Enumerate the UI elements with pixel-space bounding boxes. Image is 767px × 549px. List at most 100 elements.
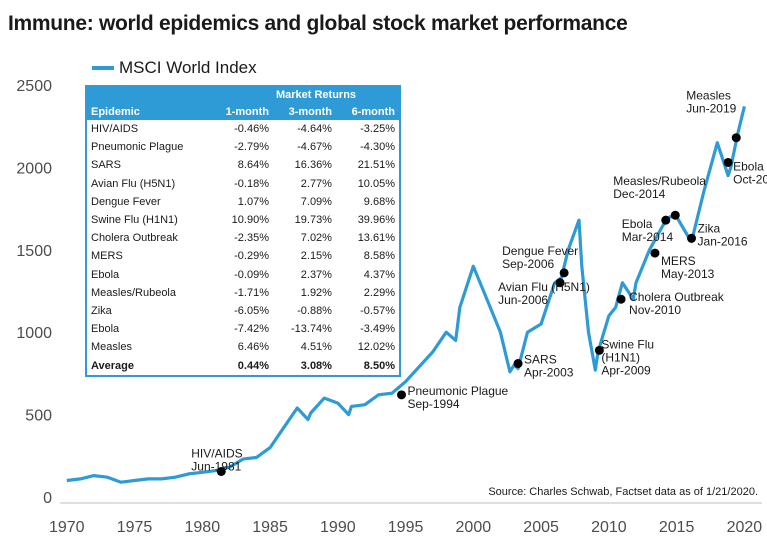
epidemic-name-cell: SARS <box>91 159 121 172</box>
event-marker <box>670 210 680 220</box>
return-cell: -4.64% <box>297 123 332 136</box>
epidemic-name-cell: Dengue Fever <box>91 195 161 208</box>
event-label: Mar-2014 <box>622 230 674 244</box>
x-tick-label: 2010 <box>591 519 627 536</box>
return-cell: -13.74% <box>290 323 332 336</box>
return-cell: 1.92% <box>300 286 332 299</box>
event-label: Measles <box>686 89 731 103</box>
x-tick-label: 1985 <box>252 519 288 536</box>
return-cell: -0.09% <box>234 268 269 281</box>
market-returns-table: Market Returns Epidemic 1-month 3-month … <box>85 85 401 377</box>
event-label: Measles/Rubeola <box>613 174 706 188</box>
epidemic-name-cell: Measles <box>91 341 132 354</box>
col-header-1-month: 1-month <box>210 103 273 120</box>
event-label: Sep-2006 <box>502 257 554 271</box>
event-label: HIV/AIDS <box>191 446 242 460</box>
epidemic-name-cell: Ebola <box>91 268 120 281</box>
return-cell: -0.57% <box>360 304 395 317</box>
epidemic-name-cell: Zika <box>91 304 112 317</box>
return-cell: -0.18% <box>234 177 269 190</box>
return-cell: -6.05% <box>234 304 269 317</box>
series-line-msci-world <box>66 106 746 484</box>
return-cell: -2.79% <box>234 141 269 154</box>
event-marker <box>555 278 565 288</box>
return-cell: -0.88% <box>297 304 332 317</box>
event-label: Jun-2006 <box>498 293 548 307</box>
return-cell: 7.02% <box>300 232 332 245</box>
return-cell: 8.64% <box>237 159 269 172</box>
col-header-6-month: 6-month <box>335 103 399 120</box>
event-label: MERS <box>661 254 696 268</box>
table-row: MERS -0.29% 2.15% 8.58% <box>87 247 399 265</box>
event-label: Swine Flu <box>601 337 654 351</box>
event-marker <box>616 294 626 304</box>
event-label: Sep-1994 <box>408 397 460 411</box>
return-cell: 2.15% <box>300 250 332 263</box>
event-marker <box>594 345 604 355</box>
event-marker <box>216 466 226 476</box>
event-label: Apr-2009 <box>601 363 651 377</box>
epidemic-name-cell: Cholera Outbreak <box>91 232 178 245</box>
epidemic-name-cell: Avian Flu (H5N1) <box>91 177 176 190</box>
return-cell: -0.29% <box>234 250 269 263</box>
x-tick-label: 1975 <box>117 519 153 536</box>
return-cell: 10.05% <box>357 177 395 190</box>
return-cell: 39.96% <box>357 214 395 227</box>
return-cell: 16.36% <box>294 159 332 172</box>
legend-swatch <box>92 66 114 70</box>
event-label: SARS <box>524 353 557 367</box>
epidemic-name-cell: Measles/Rubeola <box>91 286 176 299</box>
x-tick-label: 1980 <box>185 519 221 536</box>
table-row: SARS 8.64% 16.36% 21.51% <box>87 156 399 174</box>
return-cell: -2.35% <box>234 232 269 245</box>
event-marker <box>731 133 741 143</box>
epidemic-name-cell: MERS <box>91 250 123 263</box>
col-header-3-month: 3-month <box>272 103 336 120</box>
event-label: Dengue Fever <box>502 244 578 258</box>
legend-label: MSCI World Index <box>119 58 257 77</box>
return-cell: -3.25% <box>360 123 395 136</box>
return-cell: 8.58% <box>363 250 395 263</box>
epidemic-name-cell: Swine Flu (H1N1) <box>91 214 178 227</box>
return-cell: -3.49% <box>360 323 395 336</box>
average-return-cell: 3.08% <box>300 359 332 372</box>
event-marker <box>650 248 660 258</box>
table-row: Ebola -0.09% 2.37% 4.37% <box>87 266 399 284</box>
return-cell: 7.09% <box>300 195 332 208</box>
event-label: Zika <box>698 221 721 235</box>
return-cell: 4.37% <box>363 268 395 281</box>
table-header-row: Epidemic 1-month 3-month 6-month <box>87 103 399 120</box>
event-marker <box>661 215 671 225</box>
return-cell: 12.02% <box>357 341 395 354</box>
x-tick-label: 1995 <box>388 519 424 536</box>
event-marker <box>723 157 733 167</box>
return-cell: 2.37% <box>300 268 332 281</box>
return-cell: 2.77% <box>300 177 332 190</box>
x-tick-label: 2020 <box>727 519 763 536</box>
table-row: Zika -6.05% -0.88% -0.57% <box>87 302 399 320</box>
return-cell: 10.90% <box>231 214 269 227</box>
epidemic-name-cell: Ebola <box>91 323 120 336</box>
return-cell: -4.30% <box>360 141 395 154</box>
event-label: (H1N1) <box>601 350 640 364</box>
return-cell: 21.51% <box>357 159 395 172</box>
event-label: Pneumonic Plague <box>408 384 509 398</box>
y-tick-label: 0 <box>43 490 52 507</box>
table-row: Swine Flu (H1N1) 10.90% 19.73% 39.96% <box>87 211 399 229</box>
event-label: Nov-2010 <box>629 303 681 317</box>
event-label: Dec-2014 <box>613 187 665 201</box>
chart-title: Immune: world epidemics and global stock… <box>8 12 628 35</box>
table-row: Pneumonic Plague -2.79% -4.67% -4.30% <box>87 138 399 156</box>
return-cell: 2.29% <box>363 286 395 299</box>
average-return-cell: 8.50% <box>363 359 395 372</box>
table-row: Ebola -7.42% -13.74% -3.49% <box>87 320 399 338</box>
event-label: Avian Flu (H5N1) <box>498 280 590 294</box>
x-tick-label: 2005 <box>523 519 559 536</box>
event-marker <box>687 233 697 243</box>
x-tick-label: 2000 <box>456 519 492 536</box>
x-tick-label: 1970 <box>49 519 85 536</box>
event-label: Oct-2018 <box>733 172 767 186</box>
event-label: Ebola <box>622 217 653 231</box>
